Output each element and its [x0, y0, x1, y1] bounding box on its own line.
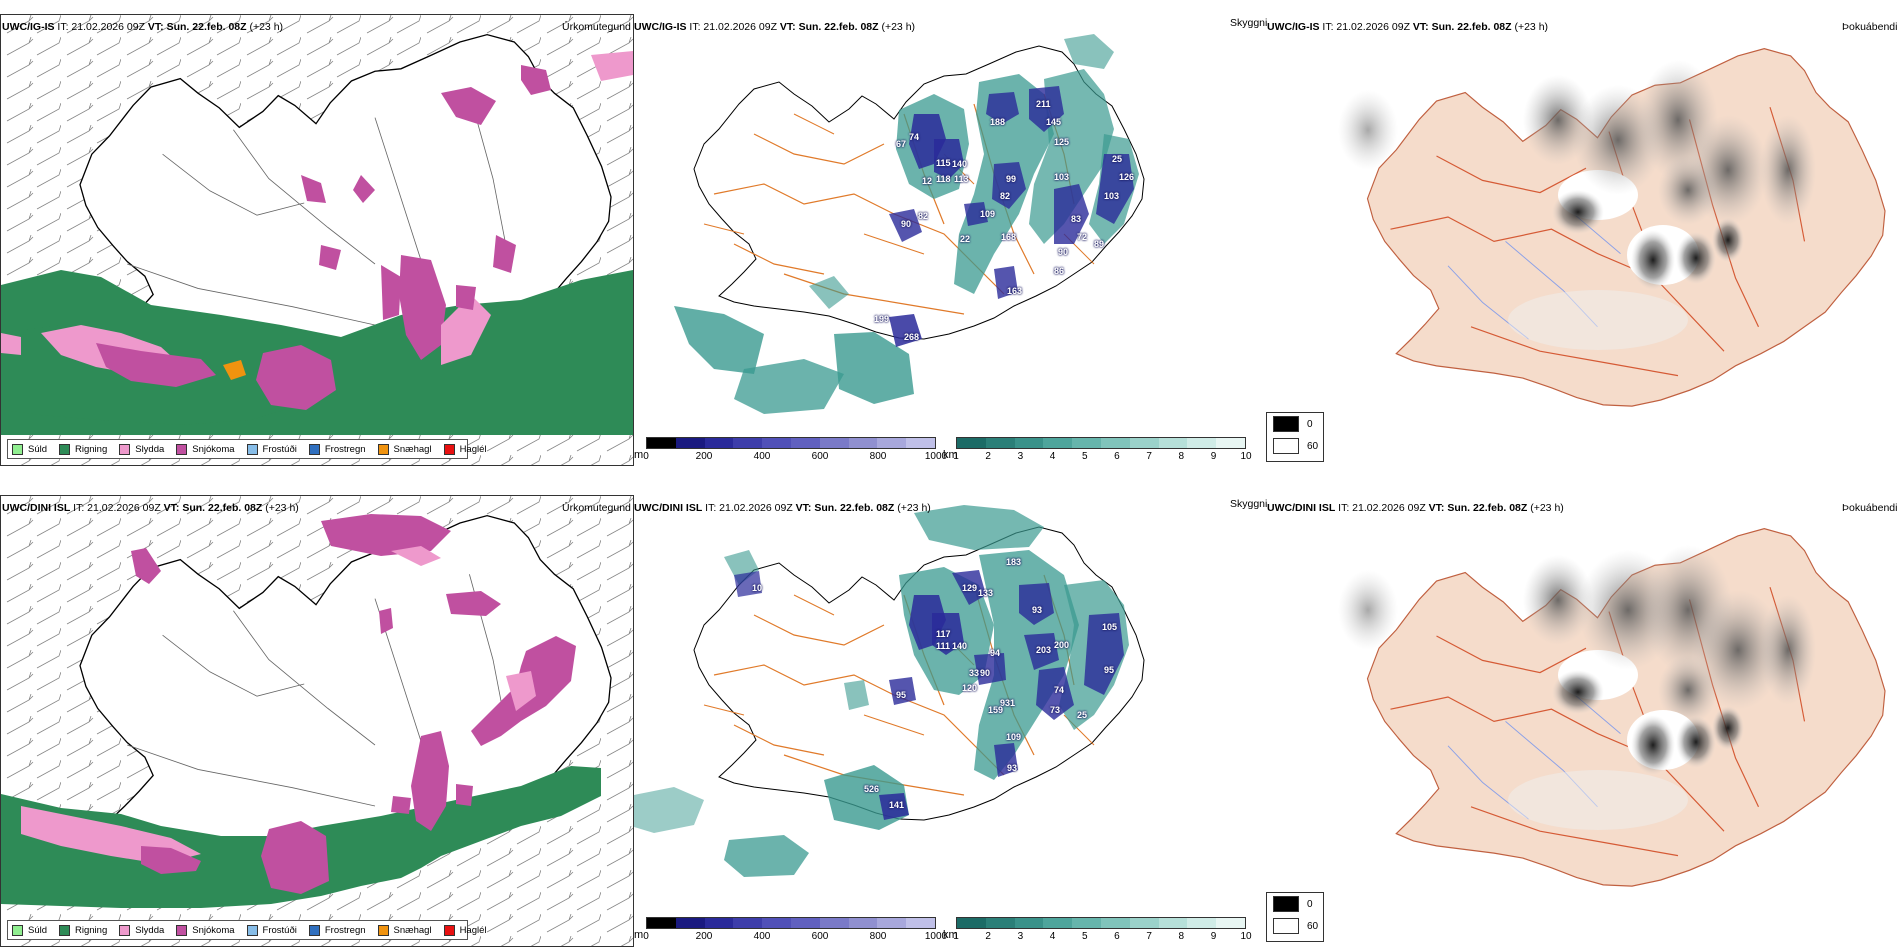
fog-map-row1 — [1338, 48, 1886, 407]
legend-item-graupel: Snæhagl — [377, 443, 432, 455]
panel-title-visibility-row2: Skyggni — [1230, 498, 1268, 510]
legend-item-hail: Haglél — [443, 443, 487, 455]
visibility-colorbar-row1: 1 2 3 4 5 6 7 8 9 10 — [953, 437, 1252, 467]
panel-title-visibility-row1: Skyggni — [1230, 17, 1268, 29]
visibility-colorbar-bar — [956, 437, 1246, 449]
visibility-map-row1 — [674, 34, 1145, 414]
fog-swatch-black — [1273, 896, 1299, 912]
legend-swatch — [12, 924, 23, 936]
legend-swatch — [59, 924, 71, 936]
fog-swatch-white — [1273, 918, 1299, 934]
legend-item-sleet: Slydda — [119, 924, 164, 936]
legend-swatch — [59, 443, 71, 455]
legend-swatch — [246, 443, 258, 455]
ceiling-colorbar-row2: 0 200 400 600 800 1000 — [643, 917, 948, 947]
legend-swatch — [377, 443, 389, 455]
ceiling-unit-row2: m — [634, 929, 644, 941]
ceiling-colorbar-bar — [646, 917, 936, 929]
precip-type-panel-row2: Súld Rigning Slydda Snjókoma Frostúði Fr… — [0, 495, 634, 947]
legend-item-snow: Snjókoma — [176, 443, 235, 455]
fog-swatch-white — [1273, 438, 1299, 454]
fog-swatch-black — [1273, 416, 1299, 432]
legend-item-drizzle: Súld — [12, 443, 47, 455]
visibility-unit-row1: km — [943, 449, 958, 461]
visibility-panel-row2 — [634, 495, 1234, 915]
legend-swatch — [443, 924, 455, 936]
legend-item-freezing-drizzle: Frostúði — [246, 443, 297, 455]
visibility-colorbar-row2: 1 2 3 4 5 6 7 8 9 10 — [953, 917, 1252, 947]
legend-item-hail: Haglél — [443, 924, 487, 936]
legend-swatch — [246, 924, 258, 936]
visibility-panel-row1 — [634, 14, 1234, 434]
header-row2-panel1: UWC/DINI ISL IT: 21.02.2026 09Z VT: Sun.… — [2, 502, 299, 514]
panel-title-fog-row1: Þokuábendi — [1842, 21, 1898, 33]
legend-swatch — [308, 443, 320, 455]
legend-swatch — [176, 924, 188, 936]
header-row2-panel2: UWC/DINI ISL IT: 21.02.2026 09Z VT: Sun.… — [634, 502, 931, 514]
header-row1-panel1: UWC/IG-IS IT: 21.02.2026 09Z VT: Sun. 22… — [2, 21, 284, 33]
legend-swatch — [443, 443, 455, 455]
visibility-map-row2 — [634, 505, 1145, 877]
ceiling-colorbar-ticks: 0 200 400 600 800 1000 — [643, 931, 948, 942]
precip-type-map-row2 — [1, 496, 633, 946]
fog-legend-item: 60 — [1267, 915, 1323, 937]
legend-swatch — [119, 924, 131, 936]
panel-title-fog-row2: Þokuábendi — [1842, 502, 1898, 514]
ceiling-colorbar-ticks: 0 200 400 600 800 1000 — [643, 451, 948, 462]
legend-item-snow: Snjókoma — [176, 924, 235, 936]
header-row2-panel3: UWC/DINI ISL IT: 21.02.2026 09Z VT: Sun.… — [1267, 502, 1564, 514]
precip-type-legend-row1: Súld Rigning Slydda Snjókoma Frostúði Fr… — [7, 439, 487, 459]
fog-legend-item: 0 — [1267, 413, 1323, 435]
legend-item-rain: Rigning — [59, 924, 107, 936]
precip-type-panel-row1: Súld Rigning Slydda Snjókoma Frostúði Fr… — [0, 14, 634, 466]
ceiling-colorbar-row1: 0 200 400 600 800 1000 — [643, 437, 948, 467]
fog-legend-item: 60 — [1267, 435, 1323, 457]
legend-swatch — [119, 443, 131, 455]
precip-type-map-row1 — [1, 15, 633, 465]
legend-item-graupel: Snæhagl — [377, 924, 432, 936]
legend-item-freezing-rain: Frostregn — [308, 924, 366, 936]
legend-swatch — [308, 924, 320, 936]
legend-item-freezing-rain: Frostregn — [308, 443, 366, 455]
header-row1-panel3: UWC/IG-IS IT: 21.02.2026 09Z VT: Sun. 22… — [1267, 21, 1549, 33]
legend-item-sleet: Slydda — [119, 443, 164, 455]
legend-swatch — [377, 924, 389, 936]
fog-panel-row2 — [1268, 500, 1900, 930]
panel-title-precip-type-row1: Úrkomutegund — [562, 21, 631, 33]
legend-item-rain: Rigning — [59, 443, 107, 455]
legend-item-freezing-drizzle: Frostúði — [246, 924, 297, 936]
ceiling-colorbar-bar — [646, 437, 936, 449]
visibility-colorbar-ticks: 1 2 3 4 5 6 7 8 9 10 — [953, 451, 1252, 462]
fog-legend-item: 0 — [1267, 893, 1323, 915]
fog-legend-row2: 0 60 — [1266, 892, 1324, 942]
fog-map-row2 — [1338, 528, 1886, 887]
fog-panel-row1 — [1268, 20, 1900, 450]
legend-swatch — [12, 443, 23, 455]
fog-legend-row1: 0 60 — [1266, 412, 1324, 462]
legend-item-drizzle: Súld — [12, 924, 47, 936]
legend-swatch — [176, 443, 188, 455]
header-row1-panel2: UWC/IG-IS IT: 21.02.2026 09Z VT: Sun. 22… — [634, 21, 916, 33]
visibility-unit-row2: km — [943, 929, 958, 941]
visibility-colorbar-ticks: 1 2 3 4 5 6 7 8 9 10 — [953, 931, 1252, 942]
ceiling-unit-row1: m — [634, 449, 644, 461]
visibility-colorbar-bar — [956, 917, 1246, 929]
precip-type-legend-row2: Súld Rigning Slydda Snjókoma Frostúði Fr… — [7, 920, 487, 940]
panel-title-precip-type-row2: Úrkomutegund — [562, 502, 631, 514]
